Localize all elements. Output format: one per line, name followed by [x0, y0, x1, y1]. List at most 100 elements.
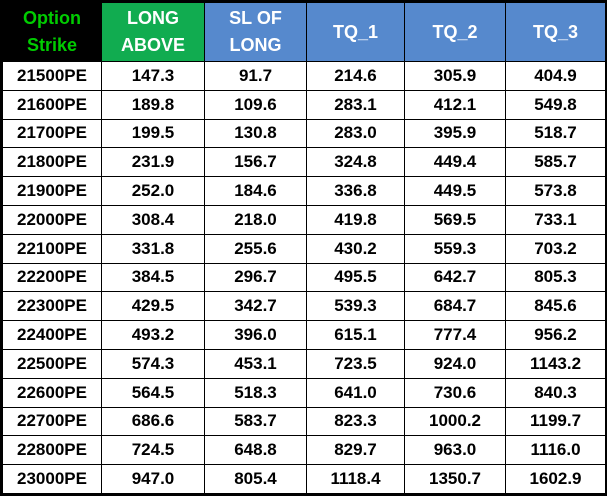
value-cell: 573.8	[505, 176, 607, 206]
value-cell: 845.6	[505, 291, 607, 322]
table-row-22100pe: 22100PE 331.8 255.6 430.2 559.3 703.2	[1, 233, 607, 264]
value-cell: 823.3	[306, 406, 405, 437]
strike-cell: 22600PE	[1, 377, 102, 408]
strike-cell: 22700PE	[1, 406, 102, 437]
value-cell: 331.8	[101, 233, 205, 264]
column-header-label: TQ_3	[532, 21, 579, 42]
value-cell: 324.8	[306, 147, 405, 178]
table-row-23000pe: 23000PE 947.0 805.4 1118.4 1350.7 1602.9	[1, 464, 607, 495]
value-cell: 412.1	[404, 89, 506, 120]
strike-cell: 22100PE	[1, 233, 102, 264]
table-row-21700pe: 21700PE 199.5 130.8 283.0 395.9 518.7	[1, 118, 607, 149]
strike-cell: 21900PE	[1, 176, 102, 206]
value-cell: 1602.9	[505, 464, 607, 495]
value-cell: 840.3	[505, 377, 607, 408]
value-cell: 686.6	[101, 406, 205, 437]
value-cell: 231.9	[101, 147, 205, 178]
value-cell: 518.3	[204, 377, 307, 408]
value-cell: 342.7	[204, 291, 307, 322]
value-cell: 585.7	[505, 147, 607, 178]
table-row-22400pe: 22400PE 493.2 396.0 615.1 777.4 956.2	[1, 320, 607, 350]
value-cell: 777.4	[404, 320, 506, 350]
value-cell: 1118.4	[306, 464, 405, 495]
value-cell: 91.7	[204, 61, 307, 91]
value-cell: 308.4	[101, 204, 205, 235]
table-row-22000pe: 22000PE 308.4 218.0 419.8 569.5 733.1	[1, 204, 607, 235]
value-cell: 453.1	[204, 348, 307, 379]
value-cell: 449.5	[404, 176, 506, 206]
value-cell: 252.0	[101, 176, 205, 206]
column-header-tq-2: TQ_2	[404, 1, 506, 62]
column-header-label: LONG	[229, 35, 282, 55]
value-cell: 549.8	[505, 89, 607, 120]
value-cell: 419.8	[306, 204, 405, 235]
strike-cell: 21800PE	[1, 147, 102, 178]
value-cell: 641.0	[306, 377, 405, 408]
value-cell: 559.3	[404, 233, 506, 264]
value-cell: 305.9	[404, 61, 506, 91]
value-cell: 147.3	[101, 61, 205, 91]
value-cell: 947.0	[101, 464, 205, 495]
value-cell: 395.9	[404, 118, 506, 149]
column-header-label: SL OF	[229, 8, 282, 28]
table-row-22800pe: 22800PE 724.5 648.8 829.7 963.0 1116.0	[1, 435, 607, 466]
value-cell: 156.7	[204, 147, 307, 178]
value-cell: 574.3	[101, 348, 205, 379]
column-header-label: Option	[23, 8, 81, 28]
value-cell: 703.2	[505, 233, 607, 264]
table-row-22600pe: 22600PE 564.5 518.3 641.0 730.6 840.3	[1, 377, 607, 408]
value-cell: 384.5	[101, 262, 205, 293]
value-cell: 539.3	[306, 291, 405, 322]
strike-cell: 21700PE	[1, 118, 102, 149]
value-cell: 684.7	[404, 291, 506, 322]
value-cell: 805.3	[505, 262, 607, 293]
strike-cell: 22000PE	[1, 204, 102, 235]
value-cell: 963.0	[404, 435, 506, 466]
value-cell: 283.0	[306, 118, 405, 149]
value-cell: 518.7	[505, 118, 607, 149]
value-cell: 583.7	[204, 406, 307, 437]
value-cell: 493.2	[101, 320, 205, 350]
strike-cell: 23000PE	[1, 464, 102, 495]
table-row-22700pe: 22700PE 686.6 583.7 823.3 1000.2 1199.7	[1, 406, 607, 437]
value-cell: 1116.0	[505, 435, 607, 466]
value-cell: 805.4	[204, 464, 307, 495]
value-cell: 723.5	[306, 348, 405, 379]
value-cell: 449.4	[404, 147, 506, 178]
table-row-21900pe: 21900PE 252.0 184.6 336.8 449.5 573.8	[1, 176, 607, 206]
value-cell: 430.2	[306, 233, 405, 264]
column-header-label: TQ_1	[332, 21, 379, 42]
table-row-21500pe: 21500PE 147.3 91.7 214.6 305.9 404.9	[1, 61, 607, 91]
value-cell: 495.5	[306, 262, 405, 293]
value-cell: 1199.7	[505, 406, 607, 437]
column-header-long-above: LONG ABOVE	[101, 1, 205, 62]
value-cell: 184.6	[204, 176, 307, 206]
column-header-sl-of-long: SL OF LONG	[204, 1, 307, 62]
column-header-label: Strike	[26, 35, 78, 55]
value-cell: 829.7	[306, 435, 405, 466]
strike-cell: 22500PE	[1, 348, 102, 379]
strike-cell: 21600PE	[1, 89, 102, 120]
value-cell: 564.5	[101, 377, 205, 408]
value-cell: 296.7	[204, 262, 307, 293]
value-cell: 199.5	[101, 118, 205, 149]
value-cell: 396.0	[204, 320, 307, 350]
value-cell: 648.8	[204, 435, 307, 466]
strike-cell: 22200PE	[1, 262, 102, 293]
table-row-21600pe: 21600PE 189.8 109.6 283.1 412.1 549.8	[1, 89, 607, 120]
value-cell: 218.0	[204, 204, 307, 235]
value-cell: 255.6	[204, 233, 307, 264]
strike-cell: 21500PE	[1, 61, 102, 91]
strike-cell: 22800PE	[1, 435, 102, 466]
value-cell: 1350.7	[404, 464, 506, 495]
strike-cell: 22300PE	[1, 291, 102, 322]
value-cell: 642.7	[404, 262, 506, 293]
column-header-option-strike: Option Strike	[1, 1, 102, 62]
table-row-22500pe: 22500PE 574.3 453.1 723.5 924.0 1143.2	[1, 348, 607, 379]
table-row-22200pe: 22200PE 384.5 296.7 495.5 642.7 805.3	[1, 262, 607, 293]
value-cell: 924.0	[404, 348, 506, 379]
value-cell: 956.2	[505, 320, 607, 350]
table-row-21800pe: 21800PE 231.9 156.7 324.8 449.4 585.7	[1, 147, 607, 178]
